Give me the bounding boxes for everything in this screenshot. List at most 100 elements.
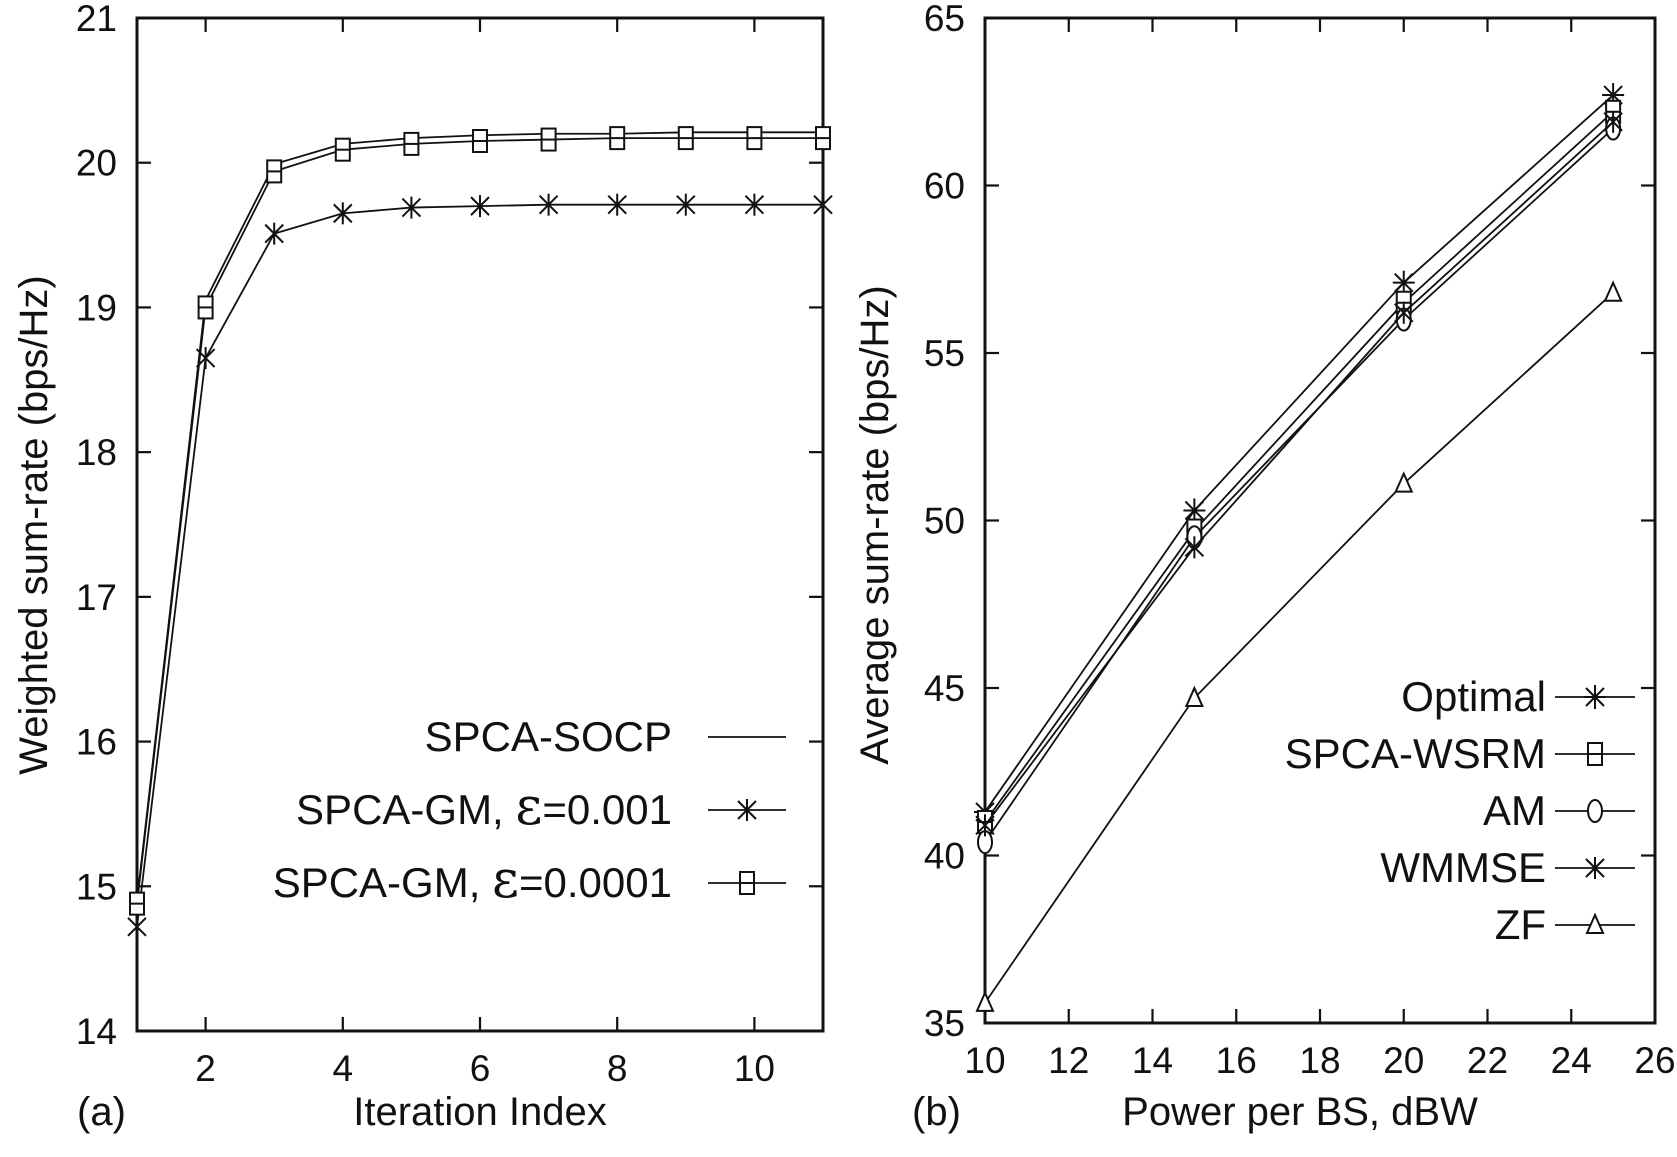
x-tick-label: 10 [734, 1048, 775, 1089]
y-tick-label: 21 [76, 0, 117, 39]
y-tick-label: 15 [76, 866, 117, 907]
x-tick-label: 14 [1132, 1040, 1173, 1081]
legend-marker [1585, 857, 1605, 879]
x-tick-label: 22 [1467, 1040, 1508, 1081]
legend-label: AM [1483, 787, 1546, 834]
data-point-marker [1394, 471, 1414, 493]
data-point-marker [1603, 280, 1623, 302]
y-tick-label: 20 [76, 143, 117, 184]
legend-label: WMMSE [1380, 844, 1546, 891]
data-point-marker [1184, 685, 1204, 708]
data-point-marker [540, 127, 557, 152]
y-tick-label: 19 [76, 287, 117, 328]
data-point-marker [677, 126, 694, 151]
x-tick-label: 16 [1216, 1040, 1257, 1081]
data-point-marker [403, 131, 420, 156]
series-line [984, 111, 1614, 823]
panel-b-y-axis-label: Average sum-rate (bps/Hz) [853, 285, 897, 764]
legend-label: SPCA-SOCP [425, 713, 672, 760]
series-line [984, 127, 1614, 843]
data-point-marker [1184, 536, 1205, 559]
legend-marker [1587, 799, 1603, 823]
panel-a-x-axis-label: Iteration Index [353, 1090, 607, 1134]
legend-entry: AM [1483, 787, 1635, 834]
legend-label: Optimal [1401, 673, 1546, 720]
y-tick-label: 16 [76, 722, 117, 763]
legend-entry: Optimal [1401, 673, 1635, 720]
data-point-marker [470, 195, 490, 218]
legend-entry: ZF [1495, 901, 1635, 948]
legend-marker [1587, 742, 1603, 766]
data-point-marker [1183, 498, 1206, 523]
x-tick-label: 24 [1551, 1040, 1592, 1081]
data-point-marker [266, 159, 283, 184]
legend-label: SPCA-WSRM [1285, 730, 1546, 777]
y-tick-label: 35 [924, 1003, 965, 1044]
data-point-marker [975, 814, 995, 837]
data-point-marker [401, 196, 422, 219]
data-point-marker [744, 193, 765, 216]
series-zf [975, 280, 1623, 1012]
data-point-marker [472, 129, 488, 154]
panel-b-plot-area [983, 16, 1657, 1025]
x-tick-label: 18 [1299, 1040, 1340, 1081]
legend-label: SPCA-GM, ε=0.0001 [273, 850, 672, 910]
data-point-marker [746, 126, 763, 151]
data-point-marker [1392, 270, 1415, 295]
x-tick-label: 12 [1048, 1040, 1089, 1081]
panel-a-y-axis-label: Weighted sum-rate (bps/Hz) [12, 275, 56, 774]
x-tick-label: 20 [1383, 1040, 1424, 1081]
panel-a-chart: 2 4 6 8 10 14 15 16 17 18 19 20 21 Iteration Index W… [12, 0, 833, 1134]
x-tick-label: 4 [333, 1048, 354, 1089]
y-tick-label: 65 [924, 0, 965, 39]
legend-entry: SPCA-WSRM [1285, 730, 1635, 777]
y-tick-label: 55 [924, 333, 965, 374]
data-point-marker [609, 126, 626, 151]
series-line [984, 292, 1614, 1004]
data-point-marker [607, 193, 627, 216]
legend-label: SPCA-GM, ε=0.001 [296, 777, 672, 837]
y-tick-label: 18 [76, 432, 117, 473]
legend-marker [737, 799, 757, 821]
legend-label: ZF [1495, 901, 1546, 948]
data-point-marker [1603, 110, 1623, 133]
series-line [984, 121, 1614, 826]
data-point-marker [813, 193, 833, 216]
legend-entry: SPCA-GM, ε=0.0001 [273, 850, 786, 910]
legend-marker [1585, 912, 1605, 934]
y-tick-label: 50 [924, 501, 965, 542]
data-point-marker [197, 295, 214, 320]
legend-marker [739, 871, 755, 895]
panel-b-chart: 10 12 14 16 18 20 22 24 26 35 40 45 50 55 60 65 Power p… [853, 0, 1676, 1134]
data-point-marker [676, 193, 696, 216]
legend-entry: SPCA-GM, ε=0.001 [296, 777, 786, 837]
legend-entry: WMMSE [1380, 844, 1635, 891]
data-point-marker [538, 193, 559, 216]
x-tick-label: 8 [607, 1048, 628, 1089]
legend-marker [1584, 685, 1606, 709]
data-point-marker [1394, 301, 1414, 324]
y-tick-label: 17 [76, 577, 117, 618]
panel-a-label: (a) [77, 1090, 126, 1134]
panel-b-label: (b) [912, 1090, 961, 1134]
y-tick-label: 14 [76, 1011, 117, 1052]
y-tick-label: 60 [924, 166, 965, 207]
data-point-marker [975, 990, 995, 1012]
data-point-marker [815, 126, 831, 151]
x-tick-label: 6 [470, 1048, 491, 1089]
data-point-marker [127, 915, 147, 938]
series-wmmse [975, 110, 1623, 837]
y-tick-label: 40 [924, 836, 965, 877]
series-spca-gm-0-001 [127, 193, 833, 938]
series-line [984, 94, 1614, 813]
y-tick-label: 45 [924, 668, 965, 709]
data-point-marker [333, 202, 353, 225]
x-tick-label: 26 [1634, 1040, 1675, 1081]
x-tick-label: 2 [195, 1048, 216, 1089]
series-spca-gm-0-0001 [129, 126, 831, 916]
panel-b-x-axis-label: Power per BS, dBW [1122, 1090, 1478, 1134]
x-tick-label: 10 [964, 1040, 1005, 1081]
data-point-marker [334, 137, 351, 162]
data-point-marker [129, 891, 145, 916]
